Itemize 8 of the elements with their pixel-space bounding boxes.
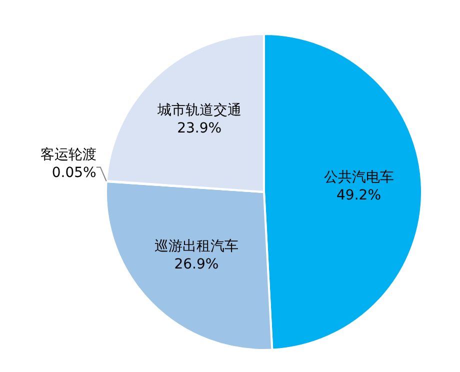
data-label: 49.2%: [336, 188, 382, 204]
slice-label: 巡游出租汽车: [154, 238, 238, 255]
slice-label: 客运轮渡: [40, 147, 96, 164]
data-label: 23.9%: [177, 120, 222, 137]
data-label: 0.05%: [52, 165, 96, 182]
slice-label: 公共汽电车: [324, 170, 394, 186]
data-label: 26.9%: [174, 256, 219, 273]
slice-label: 城市轨道交通: [156, 102, 242, 119]
